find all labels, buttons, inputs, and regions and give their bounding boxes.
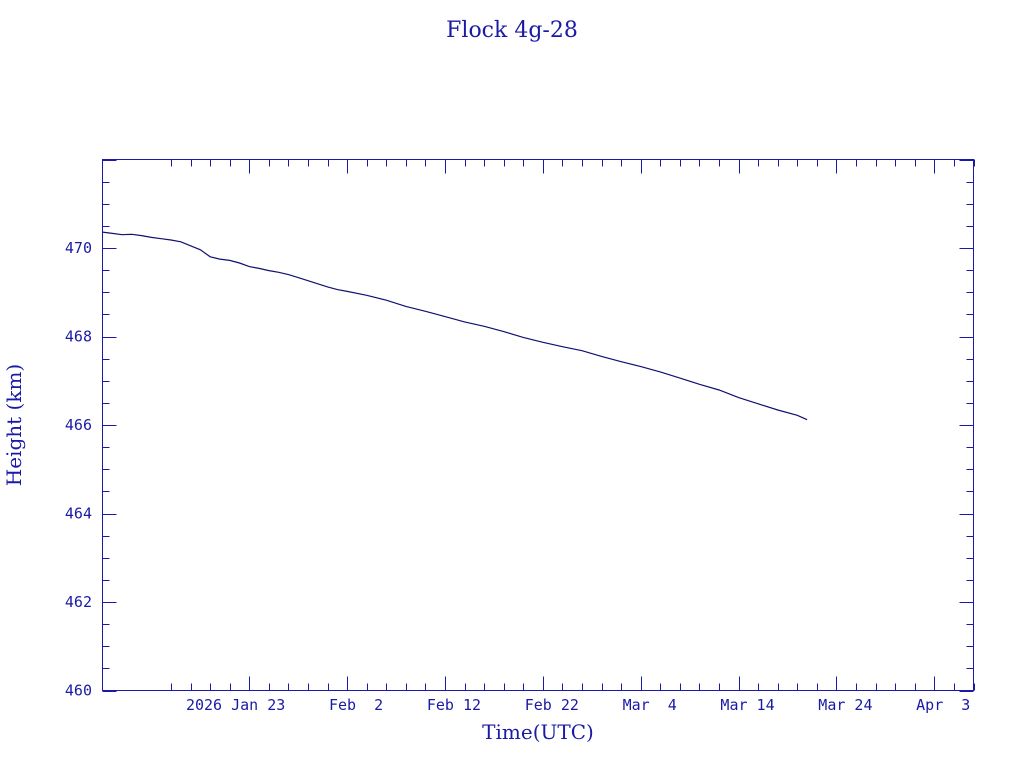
x-tick-label: Feb 2	[329, 696, 383, 714]
plot-frame	[102, 159, 974, 691]
y-tick-label: 470	[65, 239, 92, 257]
x-tick-labels: 2026 Jan 23 Feb 2 Feb 12 Feb 22 Mar 4 Mar 14 M…	[186, 696, 970, 714]
y-tick-label: 468	[65, 328, 92, 346]
x-tick-label: Mar 4	[623, 696, 677, 714]
x-tick-label: Feb 22	[525, 696, 579, 714]
y-tick-label: 462	[65, 593, 92, 611]
y-axis-label: Height (km)	[2, 364, 26, 486]
x-tick-label: 2026 Jan 23	[186, 696, 285, 714]
x-tick-label: Apr 3	[916, 696, 970, 714]
y-tick-labels: 460 462 464 466 468 470	[65, 239, 92, 700]
x-tick-label: Mar 24	[818, 696, 872, 714]
chart-title: Flock 4g-28	[446, 18, 578, 43]
y-tick-label: 466	[65, 416, 92, 434]
axis-ticks	[102, 159, 975, 692]
x-tick-label: Mar 14	[720, 696, 774, 714]
y-tick-label: 464	[65, 505, 92, 523]
series-line	[102, 231, 808, 421]
x-tick-label: Feb 12	[427, 696, 481, 714]
y-tick-label: 460	[65, 682, 92, 700]
x-axis-label: Time(UTC)	[482, 720, 594, 744]
series-group	[102, 231, 808, 421]
